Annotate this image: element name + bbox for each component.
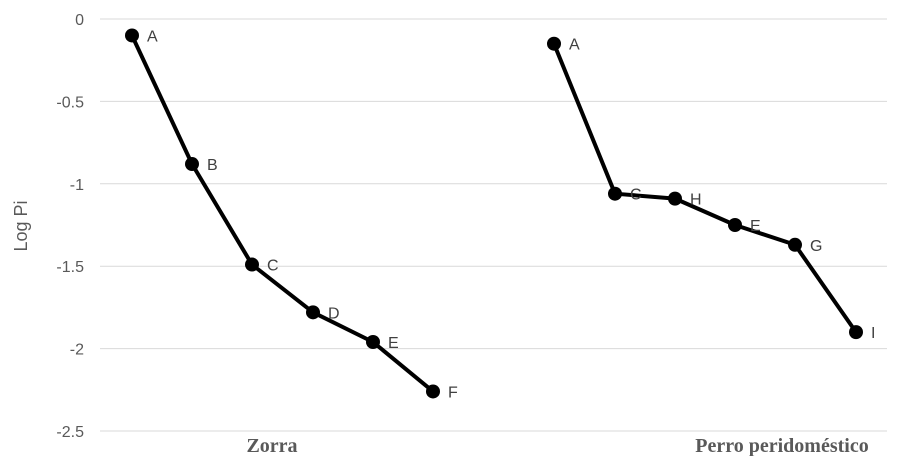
data-label: D xyxy=(328,305,340,322)
data-point xyxy=(125,28,139,43)
series-line xyxy=(130,34,435,393)
data-point xyxy=(728,218,742,232)
series-line xyxy=(552,42,858,334)
series-2: A C H E G I xyxy=(547,36,875,342)
data-point xyxy=(849,325,863,340)
data-point xyxy=(366,335,380,350)
data-point xyxy=(426,384,440,399)
y-tick-label: -1.5 xyxy=(56,259,84,276)
data-label: E xyxy=(388,335,399,352)
data-point xyxy=(668,191,682,206)
y-tick-label: -2 xyxy=(70,342,84,359)
y-tick-label: -1 xyxy=(70,177,84,194)
data-label: A xyxy=(147,28,158,45)
y-axis-label: Log Pi xyxy=(11,200,31,251)
data-label: F xyxy=(448,384,458,401)
series-1: A B C D E F xyxy=(125,28,458,401)
gridlines xyxy=(100,18,887,432)
data-label: A xyxy=(569,37,580,54)
y-tick-label: -2.5 xyxy=(56,424,84,441)
data-point xyxy=(608,186,622,201)
data-point xyxy=(245,257,259,272)
y-axis-ticks: 0 -0.5 -1 -1.5 -2 -2.5 xyxy=(56,12,84,441)
data-point xyxy=(547,36,561,51)
data-label: G xyxy=(810,238,822,255)
y-tick-label: 0 xyxy=(75,12,84,29)
y-tick-label: -0.5 xyxy=(56,94,84,111)
data-label: H xyxy=(690,192,702,209)
category-label: Perro peridoméstico xyxy=(695,435,868,456)
data-label: C xyxy=(630,187,642,204)
category-label: Zorra xyxy=(246,435,297,456)
data-label: I xyxy=(871,325,875,342)
data-label: E xyxy=(750,218,761,235)
series-group: A B C D E F A C H E G I xyxy=(125,28,875,401)
data-point xyxy=(788,237,802,252)
category-labels: Zorra Perro peridoméstico xyxy=(246,435,868,456)
data-point xyxy=(185,157,199,172)
data-label: B xyxy=(207,157,218,174)
data-point xyxy=(306,305,320,320)
data-label: C xyxy=(267,258,279,275)
